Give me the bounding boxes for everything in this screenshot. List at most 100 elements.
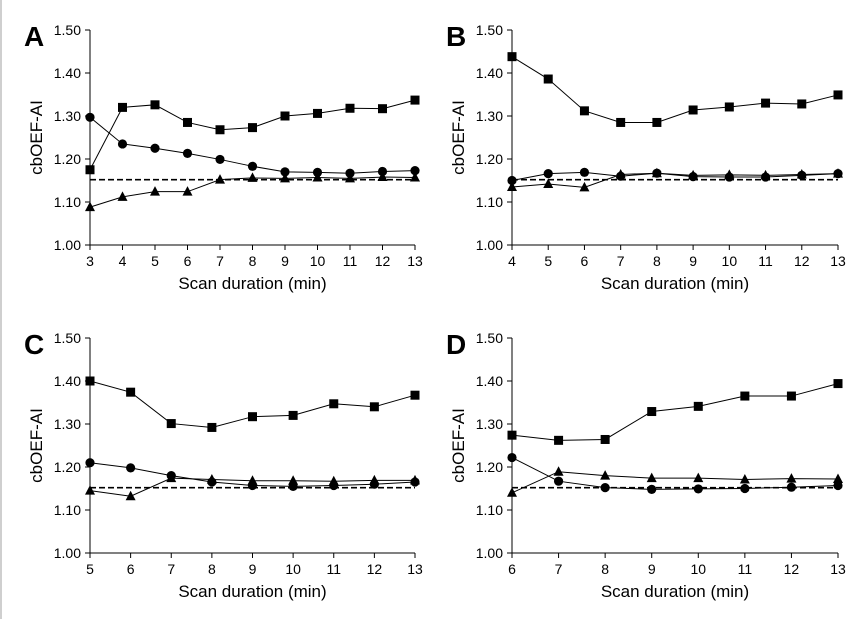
panel-label: B (446, 21, 466, 52)
x-axis-label: Scan duration (min) (178, 582, 326, 601)
data-point-square (207, 422, 217, 432)
series-line-square (89, 99, 416, 170)
data-point-circle (507, 175, 517, 186)
data-point-square (724, 102, 734, 112)
x-tick-label: 8 (601, 561, 609, 577)
data-point-square (507, 430, 517, 440)
data-point-circle (126, 463, 136, 473)
x-tick-label: 11 (326, 561, 341, 577)
data-point-triangle (646, 472, 657, 483)
y-tick-label: 1.10 (476, 194, 503, 210)
x-tick-label: 8 (653, 253, 661, 269)
x-tick-label: 11 (343, 253, 358, 269)
data-point-square (288, 410, 298, 420)
y-tick-label: 1.40 (476, 373, 503, 389)
data-point-triangle (150, 186, 160, 196)
data-point-triangle (507, 181, 517, 191)
x-tick-label: 10 (690, 561, 706, 577)
data-point-triangle (760, 169, 771, 180)
data-point-square (166, 419, 176, 429)
x-tick-label: 5 (151, 253, 159, 269)
x-tick-label: 9 (689, 253, 697, 269)
x-tick-label: 9 (281, 253, 289, 269)
data-point-circle (740, 483, 750, 494)
x-tick-label: 8 (249, 253, 257, 269)
data-point-square (786, 391, 796, 401)
data-point-square (647, 407, 657, 417)
x-tick-label: 7 (216, 253, 224, 269)
x-tick-label: 10 (722, 253, 738, 269)
data-point-square (600, 434, 610, 444)
data-point-square (688, 105, 698, 115)
x-tick-label: 5 (544, 253, 552, 269)
data-point-circle (507, 452, 517, 463)
data-point-square (313, 108, 322, 118)
data-point-square (85, 165, 95, 175)
x-tick-label: 11 (758, 253, 773, 269)
data-point-triangle (796, 168, 807, 179)
data-point-triangle (786, 473, 797, 483)
x-axis-label: Scan duration (min) (601, 274, 749, 293)
x-tick-label: 4 (508, 253, 516, 269)
data-point-square (507, 52, 517, 62)
x-tick-label: 12 (794, 253, 810, 269)
figure-left-border (0, 0, 2, 619)
data-point-triangle (833, 168, 843, 178)
data-point-square (833, 90, 843, 100)
data-point-square (126, 387, 136, 397)
x-axis-label: Scan duration (min) (178, 274, 326, 293)
data-point-circle (647, 484, 657, 494)
x-tick-label: 7 (167, 561, 175, 577)
data-point-triangle (280, 172, 290, 183)
data-point-triangle (600, 470, 611, 480)
y-tick-label: 1.00 (54, 237, 81, 253)
x-tick-label: 6 (184, 253, 192, 269)
data-point-circle (410, 166, 420, 176)
y-tick-label: 1.30 (54, 416, 81, 432)
y-axis-label: cbOEF-AI (449, 408, 468, 483)
y-tick-label: 1.00 (476, 545, 503, 561)
data-point-circle (553, 476, 564, 486)
x-tick-label: 6 (581, 253, 589, 269)
y-tick-label: 1.10 (476, 502, 503, 518)
data-point-triangle (579, 181, 590, 192)
y-tick-label: 1.50 (54, 22, 81, 38)
y-tick-label: 1.30 (54, 108, 81, 124)
y-tick-label: 1.10 (54, 194, 81, 210)
x-tick-label: 9 (648, 561, 656, 577)
x-tick-label: 10 (310, 253, 326, 269)
data-point-triangle (288, 475, 299, 485)
y-tick-label: 1.00 (476, 237, 503, 253)
x-tick-label: 6 (127, 561, 135, 577)
data-point-square (410, 390, 420, 400)
y-tick-label: 1.20 (476, 151, 503, 167)
chart-panel-d: 1.00 1.10 1.20 1.30 1.40 1.50 6 7 8 9 10 11 12 13 Scan… (446, 329, 846, 601)
panel-label: C (24, 329, 44, 360)
chart-panel-a: 1.00 1.10 1.20 1.30 1.40 1.50 3 4 5 6 7 8 9 10 11 12 13 S… (24, 21, 423, 293)
data-point-square (833, 379, 843, 389)
series-line-square (511, 383, 839, 441)
data-point-triangle (507, 487, 517, 497)
data-point-triangle (651, 167, 662, 178)
data-point-square (797, 99, 807, 109)
data-point-triangle (117, 191, 128, 201)
x-tick-label: 7 (617, 253, 625, 269)
data-point-triangle (410, 474, 420, 485)
series-line-circle (511, 457, 839, 490)
data-point-triangle (85, 201, 95, 212)
series-line-circle (511, 171, 839, 181)
data-point-triangle (369, 474, 380, 485)
data-point-square (183, 117, 192, 127)
x-tick-label: 9 (249, 561, 257, 577)
data-point-square (329, 399, 339, 409)
data-point-triangle (182, 186, 193, 196)
data-point-square (410, 95, 420, 105)
chart-panel-c: 1.00 1.10 1.20 1.30 1.40 1.50 5 6 7 8 9 10 11 12 13 Sca… (24, 329, 423, 601)
data-point-triangle (247, 475, 258, 485)
x-tick-label: 7 (555, 561, 563, 577)
data-point-circle (833, 480, 843, 491)
data-point-square (740, 391, 750, 401)
x-tick-label: 11 (738, 561, 753, 577)
data-point-triangle (85, 485, 95, 495)
